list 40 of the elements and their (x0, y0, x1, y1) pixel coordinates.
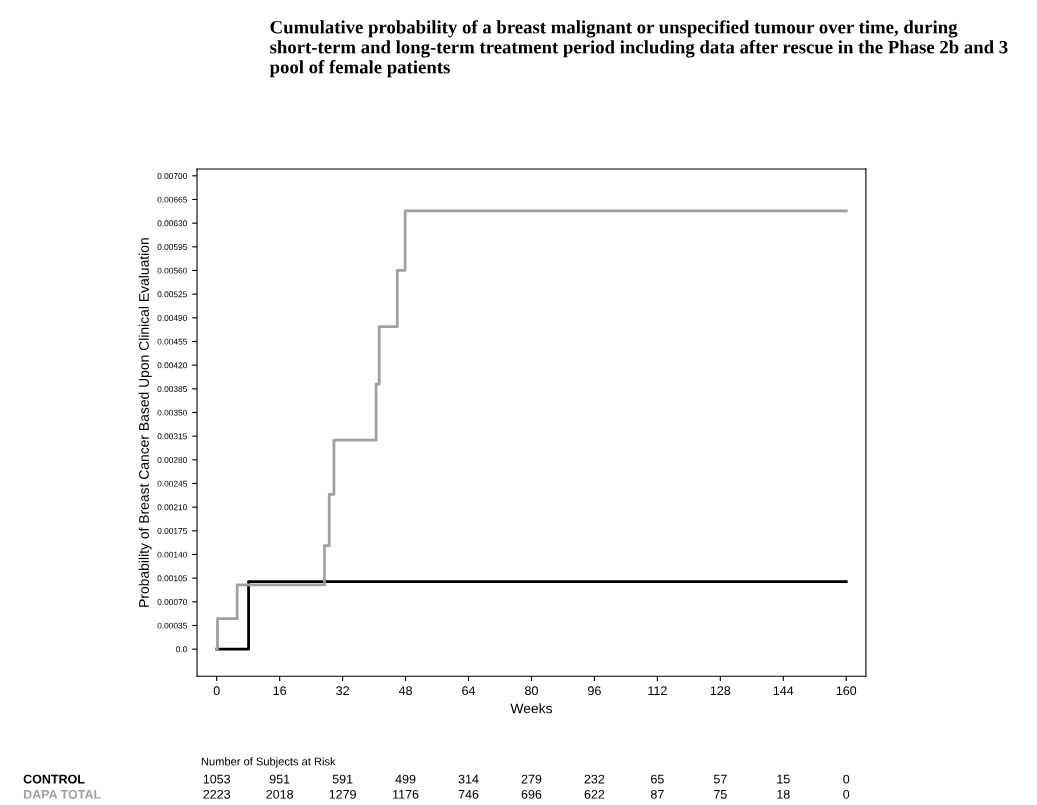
y-tick-label: 0.00455 (157, 338, 187, 345)
y-tick-label: 0.00560 (157, 267, 187, 274)
y-tick-label: 0.00315 (157, 433, 187, 440)
y-tick-label: 0.00140 (157, 551, 187, 558)
y-tick-label: 0.00630 (157, 220, 187, 227)
x-tick-label: 0 (213, 686, 220, 696)
chart-title: Cumulative probability of a breast malignant or unspecified tumour over time, during short-term and long-term treatment period including data after rescue in the Phase 2b and 3 pool of female patients (269, 20, 1008, 78)
text: Number of Subjects at Risk (201, 757, 336, 768)
text: CONTROL (23, 774, 85, 784)
y-tick-label: 0.00070 (157, 599, 187, 605)
x-tick-label: 16 (273, 686, 287, 696)
y-tick-label: 0.00035 (157, 622, 187, 629)
x-tick-label: 144 (773, 686, 794, 695)
y-tick-label: 0.00420 (157, 362, 187, 369)
y-tick-label: 0.00595 (157, 244, 187, 250)
y-tick-label: 0.00490 (157, 315, 187, 321)
y-tick-label: 0.00245 (157, 480, 187, 487)
y-tick-label: 0.00175 (157, 528, 187, 534)
x-tick-label: 48 (398, 686, 412, 696)
x-tick-label: 112 (648, 686, 667, 695)
x-tick-label: 128 (710, 686, 731, 696)
x-tick-label: 64 (462, 686, 476, 696)
x-tick-label: 96 (588, 686, 601, 696)
y-tick-label: 0.00525 (157, 291, 187, 298)
text: 2223 2018 1279 1176 746 696 622 87 75 18 0 (203, 789, 850, 799)
y-tick-label: 0.00350 (157, 409, 187, 416)
y-axis-title: Probability of Breast Cancer Based Upon Clinical Evaluation (138, 238, 152, 607)
y-tick-label: 0.00105 (157, 575, 187, 582)
y-tick-label: 0.00700 (157, 173, 187, 179)
x-tick-label: 80 (525, 686, 538, 696)
y-tick-label: 0.00665 (157, 196, 187, 203)
y-tick-label: 0.0 (176, 646, 187, 653)
y-tick-label: 0.00385 (157, 386, 187, 392)
x-tick-label: 32 (336, 686, 349, 696)
text: DAPA TOTAL (23, 789, 101, 799)
y-tick-label: 0.00280 (157, 457, 187, 463)
text: 1053 951 591 499 314 279 232 65 57 15 0 (203, 774, 850, 784)
x-axis-title: Weeks (510, 703, 553, 714)
x-tick-label: 160 (836, 686, 857, 696)
y-tick-label: 0.00210 (157, 504, 187, 511)
